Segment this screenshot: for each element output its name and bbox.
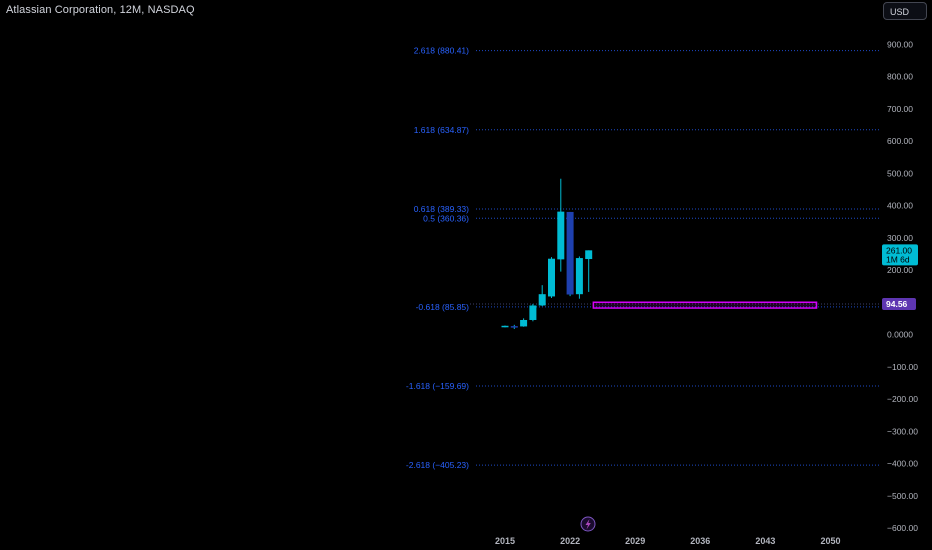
target-box[interactable] [592,301,818,309]
fib-level-label: -0.618 (85.85) [416,302,470,312]
candle-body [529,305,537,320]
marker-price-tag-bg [882,298,916,311]
lightning-icon-bolt [585,519,591,530]
y-tick-label: −200.00 [887,394,918,404]
y-tick-label: −500.00 [887,491,918,501]
fib-level-label: 2.618 (880.41) [414,46,469,56]
x-tick-label: 2050 [820,536,840,546]
currency-button[interactable]: USD [883,2,927,20]
y-tick-label: 800.00 [887,72,913,82]
chart-title: Atlassian Corporation, 12M, NASDAQ [6,4,195,16]
fib-level-label: -1.618 (−159.69) [406,381,469,391]
x-tick-label: 2036 [690,536,710,546]
y-tick-label: −100.00 [887,362,918,372]
candle-body [510,326,518,328]
y-tick-label: 0.0000 [887,330,913,340]
fib-level-label: 1.618 (634.87) [414,125,469,135]
candle-body [585,250,593,260]
y-tick-label: 700.00 [887,104,913,114]
fibonacci-levels[interactable]: 2.618 (880.41) 1.618 (634.87) 0.618 (389.3… [406,46,880,471]
fib-level-label: -2.618 (−405.23) [406,460,469,470]
price-axis[interactable]: 900.00 800.00 700.00 600.00 500.00 400.00 300.… [887,39,918,533]
y-tick-label: −400.00 [887,459,918,469]
fib-level-label: 0.5 (360.36) [423,213,469,223]
y-tick-label: 600.00 [887,136,913,146]
x-tick-label: 2043 [755,536,775,546]
marker-price-value: 94.56 [886,299,908,309]
lightning-icon[interactable] [580,516,596,532]
y-tick-label: 500.00 [887,168,913,178]
y-tick-label: 300.00 [887,233,913,243]
y-tick-label: 200.00 [887,265,913,275]
target-zone[interactable] [470,301,880,309]
candle-body [538,294,546,306]
x-tick-label: 2029 [625,536,645,546]
last-price-value: 261.00 [886,245,912,255]
candle-body [501,325,509,328]
candles [501,178,593,330]
marker-price-tag: 94.56 [882,298,916,311]
x-tick-label: 2015 [495,536,515,546]
x-tick-label: 2022 [560,536,580,546]
last-price-tag-bg [882,244,918,266]
y-tick-label: −600.00 [887,523,918,533]
y-tick-label: 400.00 [887,201,913,211]
candle-countdown: 1M 6d [886,254,910,264]
y-tick-label: 900.00 [887,39,913,49]
y-tick-label: −300.00 [887,426,918,436]
candle-body [520,319,528,327]
candle-body [575,258,583,295]
time-axis[interactable]: 2015 2022 2029 2036 2043 2050 [495,536,841,546]
fib-level-label: 0.618 (389.33) [414,204,469,214]
candle-body [557,211,565,260]
candle-body [548,258,555,297]
candle-body [566,211,574,295]
